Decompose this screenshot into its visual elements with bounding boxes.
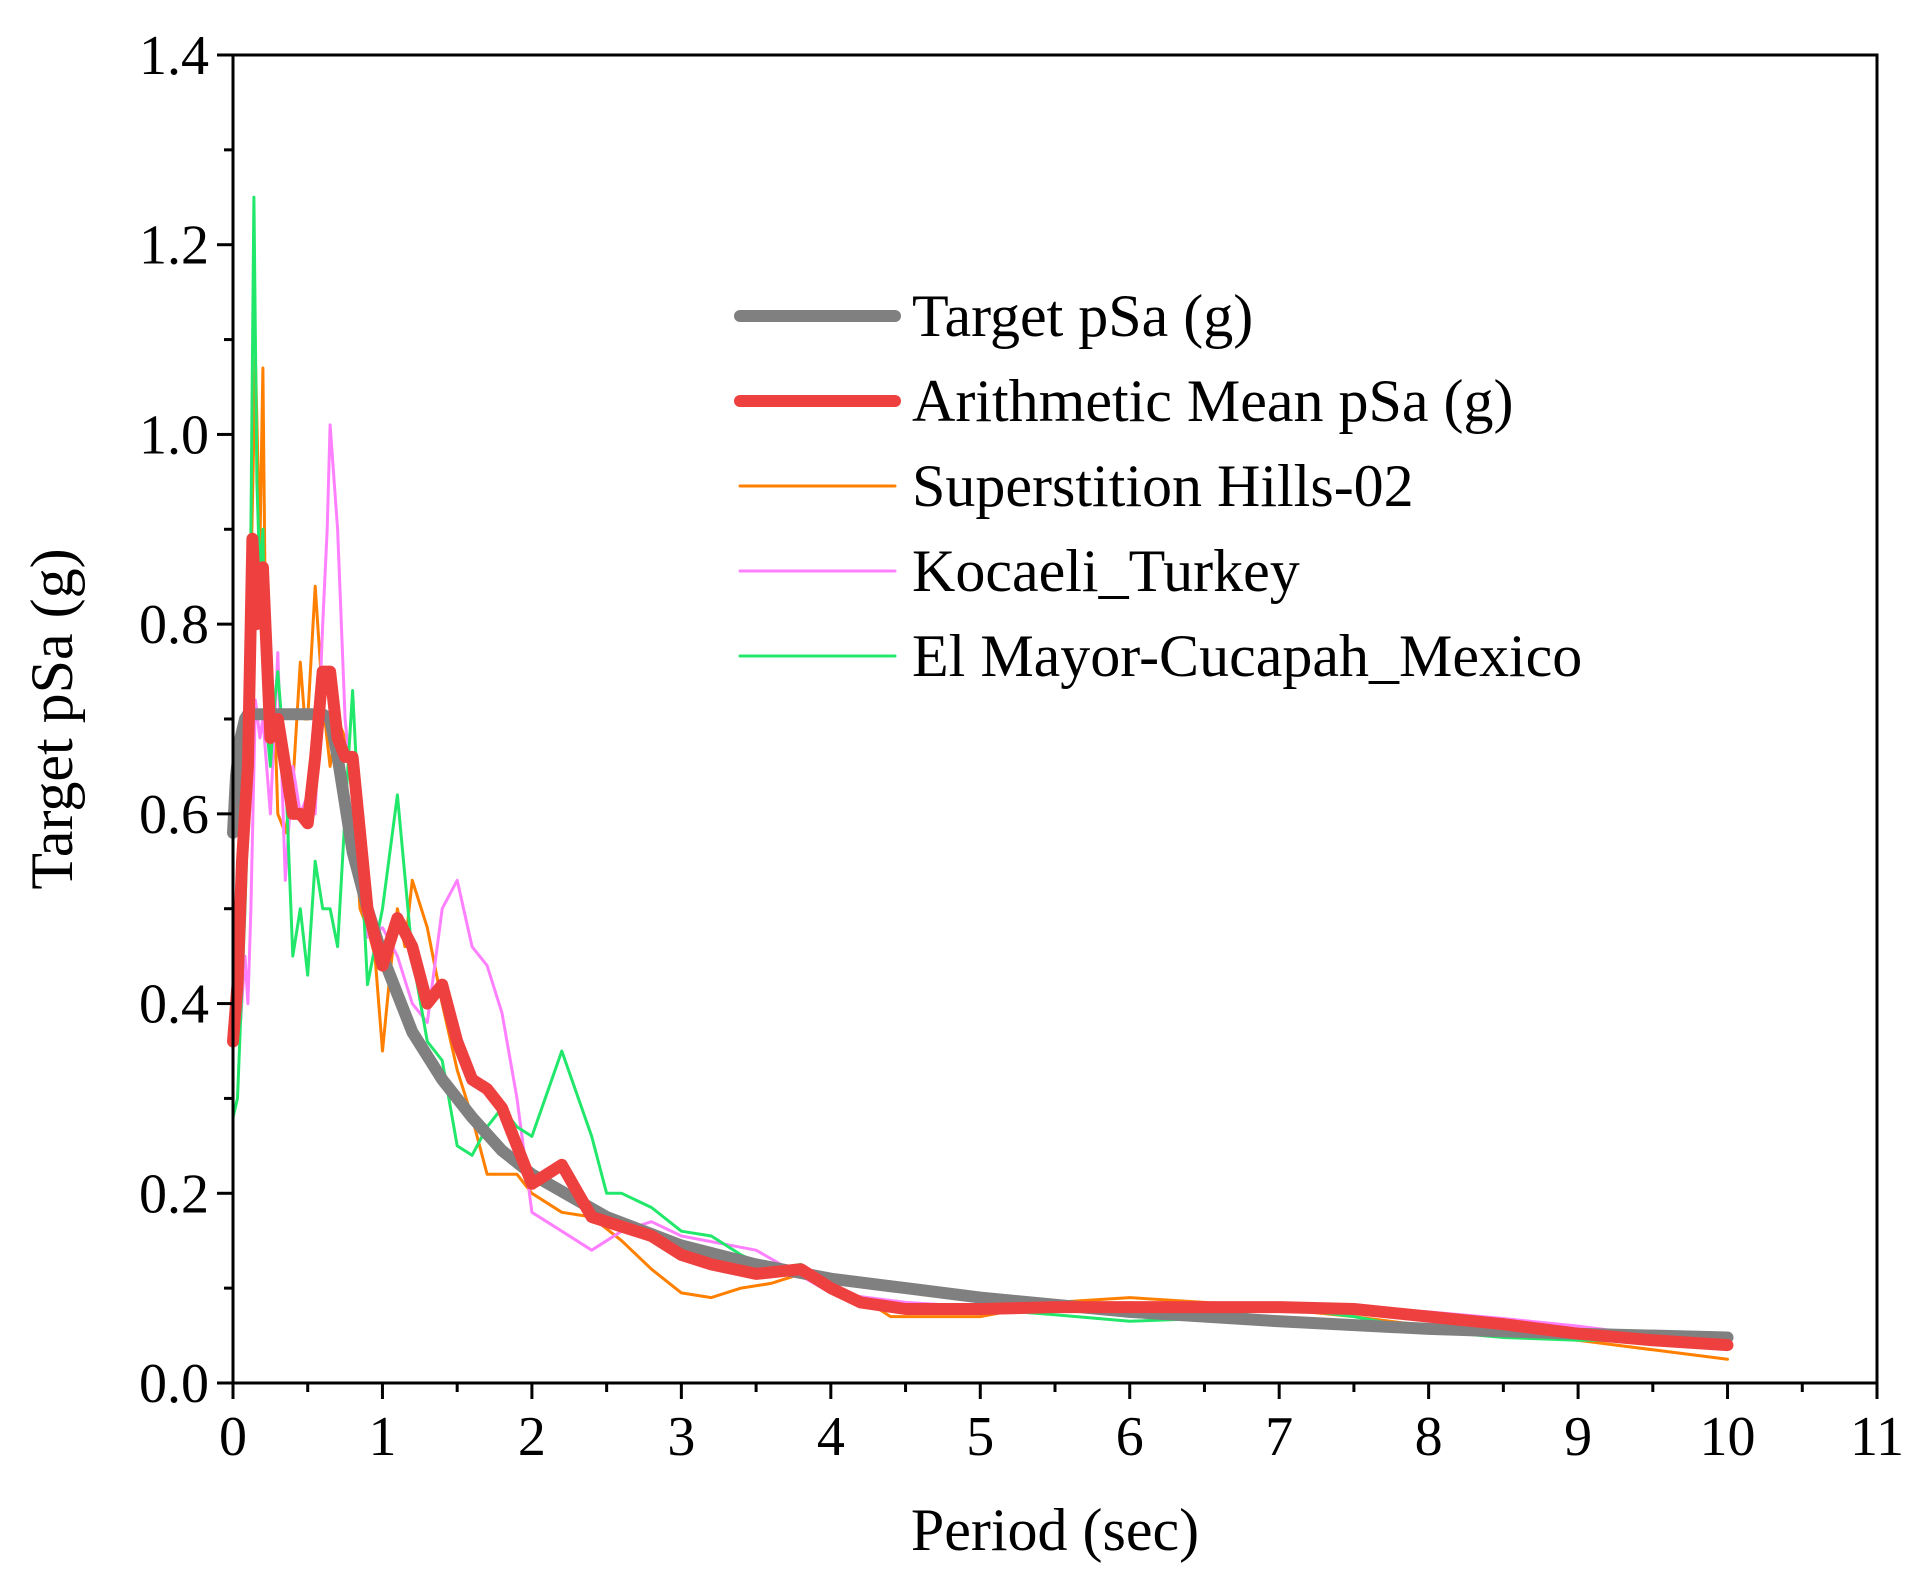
y-tick-label: 0.0 xyxy=(139,1353,209,1415)
x-tick-label: 1 xyxy=(368,1406,396,1468)
y-tick-label: 1.2 xyxy=(139,215,209,277)
y-axis-title: Target pSa (g) xyxy=(19,548,85,889)
x-tick-label: 9 xyxy=(1564,1406,1592,1468)
x-tick-label: 8 xyxy=(1415,1406,1443,1468)
y-tick-label: 0.6 xyxy=(139,784,209,846)
x-tick-label: 0 xyxy=(219,1406,247,1468)
x-tick-label: 11 xyxy=(1850,1406,1904,1468)
x-axis-title: Period (sec) xyxy=(911,1497,1199,1563)
y-tick-label: 1.4 xyxy=(139,25,209,87)
x-tick-label: 5 xyxy=(966,1406,994,1468)
legend-label-superstition-hills-02: Superstition Hills-02 xyxy=(912,453,1414,519)
legend-label-target-psa-g: Target pSa (g) xyxy=(912,283,1253,349)
legend-label-arithmetic-mean-psa-g: Arithmetic Mean pSa (g) xyxy=(912,368,1514,434)
y-axis: 0.0 0.2 0.4 0.6 0.8 1.0 1.2 1.4 xyxy=(139,25,233,1415)
legend-label-kocaeli-turkey: Kocaeli_Turkey xyxy=(912,538,1300,604)
y-tick-label: 0.4 xyxy=(139,974,209,1036)
y-tick-label: 0.8 xyxy=(139,594,209,656)
legend: Target pSa (g) Arithmetic Mean pSa (g) Sup… xyxy=(734,283,1582,689)
x-tick-label: 3 xyxy=(667,1406,695,1468)
y-tick-label: 0.2 xyxy=(139,1163,209,1225)
x-axis: 0 1 2 3 4 5 6 7 8 9 10 11 xyxy=(219,1383,1904,1468)
x-tick-label: 7 xyxy=(1265,1406,1293,1468)
series-line-arithmetic-mean-psa-g xyxy=(227,532,1734,1352)
x-tick-label: 4 xyxy=(817,1406,845,1468)
x-tick-label: 2 xyxy=(518,1406,546,1468)
x-tick-label: 10 xyxy=(1700,1406,1756,1468)
series-layer xyxy=(227,195,1734,1361)
x-tick-label: 6 xyxy=(1116,1406,1144,1468)
y-tick-label: 1.0 xyxy=(139,404,209,466)
legend-label-el-mayor-cucapah-mexico: El Mayor-Cucapah_Mexico xyxy=(912,623,1582,689)
